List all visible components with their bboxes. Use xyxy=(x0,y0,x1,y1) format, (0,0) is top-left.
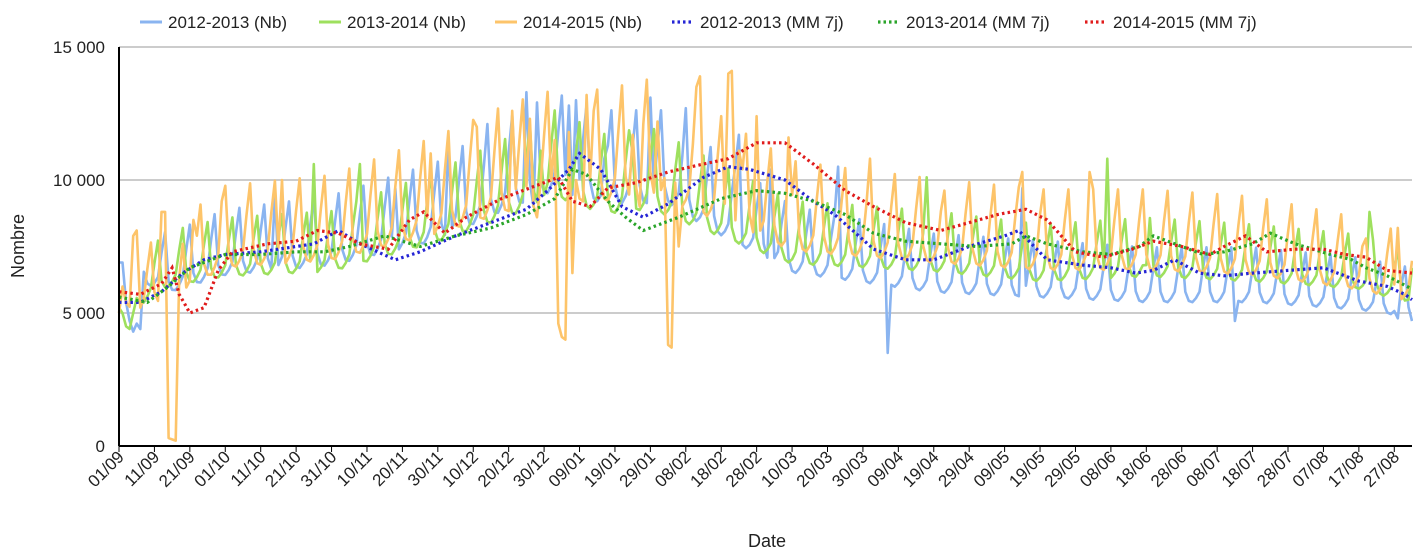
y-axis-ticks: 0 5 000 10 000 15 000 xyxy=(53,38,105,456)
y-tick-label: 0 xyxy=(96,437,105,456)
y-tick-label: 15 000 xyxy=(53,38,105,57)
x-tick-label: 28/06 xyxy=(1147,447,1191,491)
x-axis-title: Date xyxy=(748,531,786,549)
legend-label: 2013-2014 (MM 7j) xyxy=(906,13,1050,32)
x-tick-label: 29/04 xyxy=(935,447,979,491)
x-tick-label: 31/10 xyxy=(297,447,341,491)
x-tick-label: 07/08 xyxy=(1289,447,1333,491)
x-tick-label: 18/02 xyxy=(687,447,731,491)
series-layer xyxy=(117,69,1413,443)
x-tick-label: 29/01 xyxy=(616,447,660,491)
legend-item: 2012-2013 (Nb) xyxy=(140,13,287,32)
x-tick-label: 21/09 xyxy=(155,447,199,491)
x-tick-label: 08/07 xyxy=(1182,447,1226,491)
legend-label: 2012-2013 (Nb) xyxy=(168,13,287,32)
legend-item: 2014-2015 (Nb) xyxy=(495,13,642,32)
x-tick-label: 20/03 xyxy=(793,447,837,491)
x-tick-label: 27/08 xyxy=(1360,447,1404,491)
x-tick-label: 20/11 xyxy=(369,447,412,490)
series-line-2014-2015 (Nb) xyxy=(117,69,1413,443)
x-tick-label: 09/05 xyxy=(970,447,1014,491)
y-tick-label: 10 000 xyxy=(53,171,105,190)
x-tick-label: 09/01 xyxy=(545,447,589,491)
legend-item: 2012-2013 (MM 7j) xyxy=(672,13,844,32)
x-tick-label: 29/05 xyxy=(1041,447,1085,491)
legend-item: 2013-2014 (MM 7j) xyxy=(878,13,1050,32)
y-tick-label: 5 000 xyxy=(62,304,105,323)
series-line-2012-2013 (MM 7j) xyxy=(119,151,1413,304)
x-tick-label: 10/12 xyxy=(439,447,483,491)
chart-legend: 2012-2013 (Nb) 2013-2014 (Nb) 2014-2015 (N… xyxy=(140,13,1257,32)
x-tick-label: 30/12 xyxy=(509,447,553,491)
x-tick-label: 01/10 xyxy=(191,447,235,491)
x-tick-label: 11/10 xyxy=(227,447,270,490)
legend-item: 2013-2014 (Nb) xyxy=(319,13,466,32)
x-tick-label: 19/05 xyxy=(1005,447,1049,491)
series-line-2013-2014 (MM 7j) xyxy=(118,167,1413,305)
x-tick-label: 28/07 xyxy=(1253,447,1297,491)
x-tick-label: 19/04 xyxy=(899,447,943,491)
x-tick-label: 11/09 xyxy=(121,447,164,490)
x-tick-label: 10/11 xyxy=(333,447,376,490)
x-tick-label: 28/02 xyxy=(722,447,766,491)
legend-label: 2014-2015 (Nb) xyxy=(523,13,642,32)
x-tick-label: 30/03 xyxy=(828,447,872,491)
legend-label: 2012-2013 (MM 7j) xyxy=(700,13,844,32)
axes xyxy=(118,47,1412,447)
series-line-2014-2015 (MM 7j) xyxy=(118,141,1413,315)
x-tick-label: 17/08 xyxy=(1324,447,1368,491)
legend-item: 2014-2015 (MM 7j) xyxy=(1085,13,1257,32)
x-tick-label: 08/02 xyxy=(651,447,695,491)
legend-label: 2014-2015 (MM 7j) xyxy=(1113,13,1257,32)
series-line-2013-2014 (Nb) xyxy=(117,109,1413,331)
x-tick-label: 09/04 xyxy=(864,447,908,491)
x-tick-label: 01/09 xyxy=(84,447,128,491)
x-tick-label: 19/01 xyxy=(580,447,624,491)
x-axis-ticks: 01/0911/0921/0901/1011/1021/1031/1010/11… xyxy=(84,446,1403,491)
grid-lines xyxy=(119,46,1412,314)
x-tick-label: 18/06 xyxy=(1112,447,1156,491)
x-tick-label: 08/06 xyxy=(1076,447,1120,491)
x-tick-label: 18/07 xyxy=(1218,447,1262,491)
x-tick-label: 30/11 xyxy=(404,447,447,490)
legend-label: 2013-2014 (Nb) xyxy=(347,13,466,32)
x-tick-label: 10/03 xyxy=(757,447,801,491)
y-axis-title: Nombre xyxy=(8,214,28,278)
x-tick-label: 21/10 xyxy=(261,447,305,491)
x-tick-label: 20/12 xyxy=(474,447,518,491)
